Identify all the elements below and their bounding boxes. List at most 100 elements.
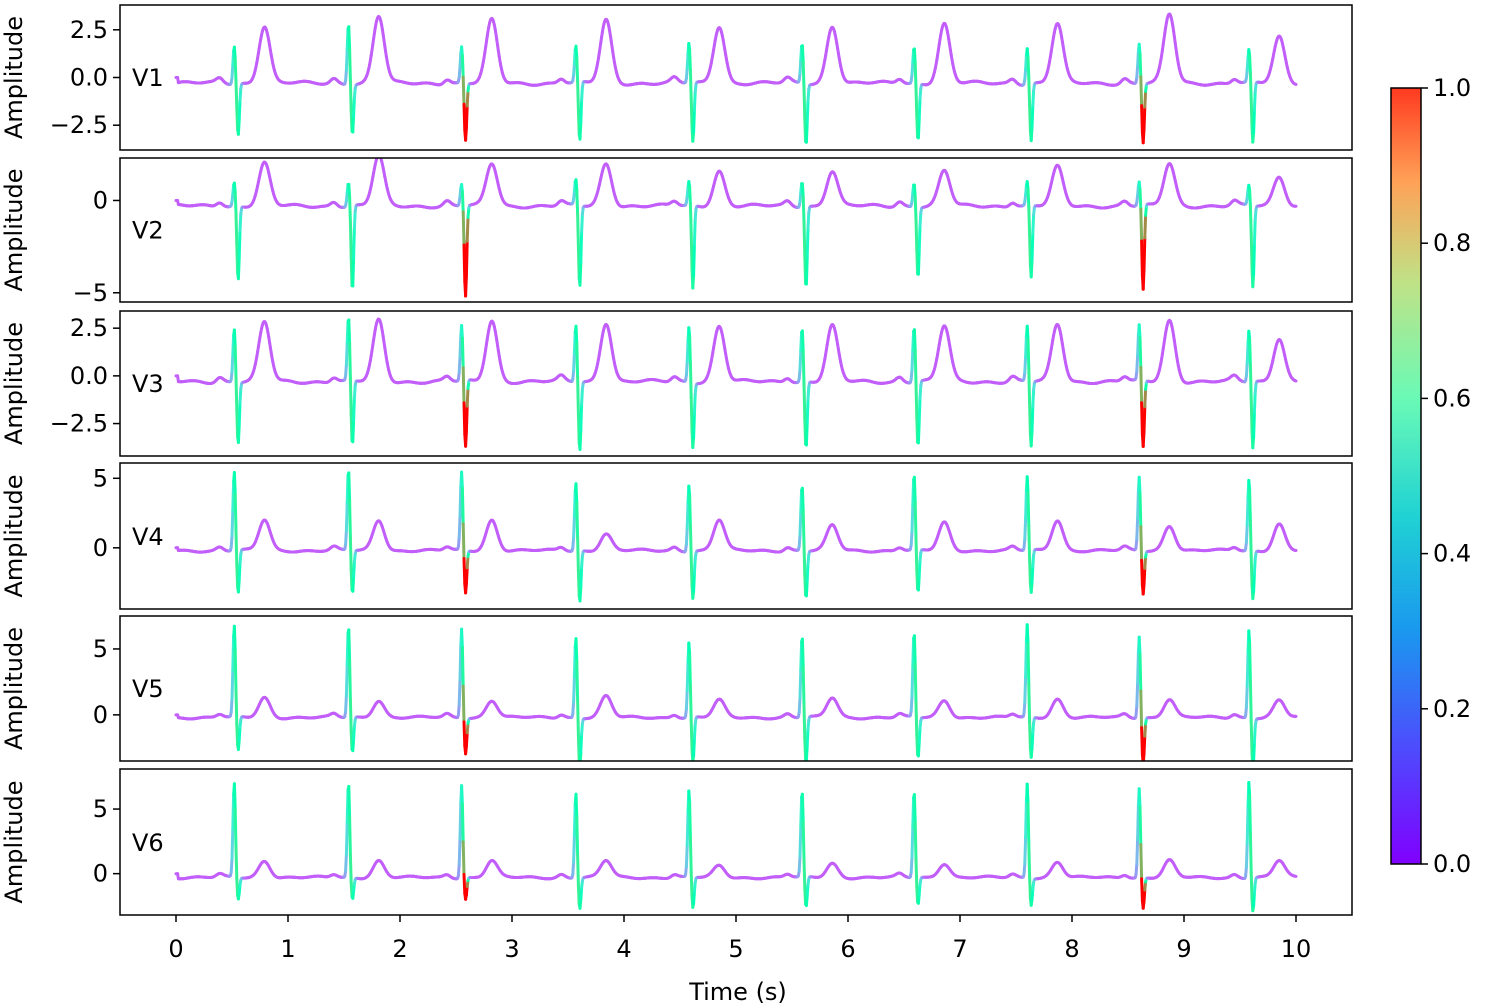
trace-segment [692,218,697,246]
y-tick-label: 2.5 [70,16,108,44]
trace-segment [1249,232,1254,270]
trace-segment [1248,363,1253,400]
trace-segment [801,349,806,386]
trace-segment [1026,55,1031,80]
trace-segment [230,353,235,374]
trace-segment [685,339,690,364]
trace-segment [579,99,584,125]
trace-segment [805,398,810,425]
trace-segment [578,428,583,451]
trace-segment [1026,187,1031,209]
trace-segment [914,86,919,118]
trace-segment [464,126,468,142]
trace-segment [688,334,692,365]
trace-segment [800,182,805,198]
trace-segment [575,342,580,378]
trace-segment [1138,52,1143,79]
trace-segment [458,334,463,359]
trace-segment [912,183,917,199]
trace-segment [578,121,583,141]
trace-segment [1142,405,1147,434]
trace-segment [688,185,692,206]
trace-segment [685,501,690,530]
trace-segment [918,211,923,228]
trace-segment [1141,430,1146,448]
trace-segment [234,375,239,412]
trace-segment [465,215,470,243]
trace-segment [348,377,353,417]
trace-segment [1143,213,1148,240]
trace-segment [460,487,465,526]
trace-segment [801,195,806,223]
trace-segment [579,403,584,432]
panel-frame [119,310,1353,457]
lead-label: V1 [132,64,164,92]
trace-segment [805,99,810,124]
trace-segment [238,387,243,405]
trace-segment [348,498,352,540]
trace-segment [352,384,357,400]
trace-segment [456,536,461,549]
trace-segment [458,485,463,518]
trace-segment [238,212,243,233]
trace-segment [348,536,353,572]
trace-segment [464,404,469,433]
trace-segment [685,52,690,71]
trace-segment [918,384,923,400]
trace-segment [1030,405,1035,434]
trace-segment [1025,324,1030,341]
trace-segment [576,375,580,415]
trace-segment [580,212,584,234]
trace-segment [691,436,696,449]
trace-segment [465,555,470,570]
y-tick-label: 2.5 [70,314,108,342]
trace-segment [464,430,468,448]
trace-segment [689,96,694,129]
trace-segment [1142,105,1147,132]
lead-panel-v2: 0 −5 Amplitude V2 [0,157,1353,307]
trace-segment [460,324,464,340]
trace-segment [1248,188,1252,208]
trace-segment [347,182,352,199]
y-tick-label: 0.0 [70,362,108,390]
trace-segment [352,96,356,118]
trace-segment [1136,333,1140,358]
trace-segment [572,351,576,373]
trace-segment [233,345,238,378]
trace-segment [913,349,918,385]
trace-segment [348,341,352,381]
trace-segment [237,229,242,260]
lead-label: V3 [132,370,164,398]
trace-segment [230,509,235,538]
trace-segment [910,349,915,371]
trace-segment [236,256,241,281]
trace-segment [579,231,584,265]
trace-segment [801,60,806,90]
trace-segment [347,471,352,502]
trace-segment [574,324,579,346]
trace-segment [579,566,584,589]
trace-segment [237,99,242,122]
trace-segment [1245,342,1250,365]
trace-segment [689,231,694,270]
trace-segment [804,421,809,447]
trace-segment [352,226,356,260]
trace-segment [576,79,580,111]
trace-segment [798,349,803,371]
trace-segment [1141,268,1146,291]
trace-segment [692,572,696,593]
trace-segment [572,515,576,540]
trace-segment [1026,337,1031,370]
trace-segment [461,366,466,405]
trace-segment [1143,387,1148,409]
trace-segment [460,54,465,79]
trace-segment [691,273,696,290]
trace-segment [458,51,463,69]
trace-segment [916,420,921,445]
y-tick-label: 0 [93,186,108,214]
trace-segment [580,85,584,103]
trace-segment [575,501,580,539]
trace-segment [804,255,809,286]
trace-segment [691,130,696,143]
